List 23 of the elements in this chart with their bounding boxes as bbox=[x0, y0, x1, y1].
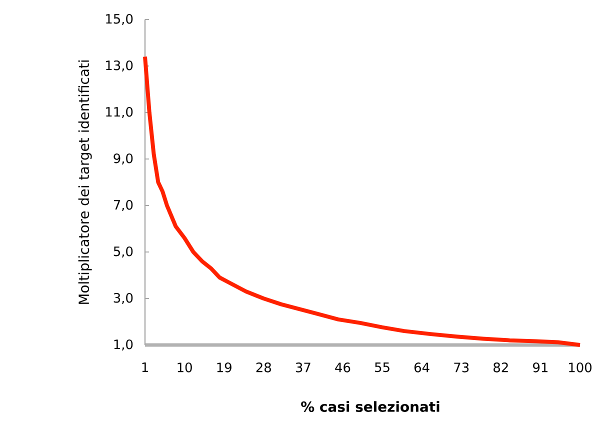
y-tick-label: 5,0 bbox=[114, 246, 133, 258]
line-series bbox=[143, 54, 582, 347]
y-tick-label: 9,0 bbox=[114, 153, 133, 165]
x-tick-label: 91 bbox=[533, 362, 548, 372]
x-tick-label: 55 bbox=[375, 362, 390, 372]
x-tick-label: 10 bbox=[178, 362, 192, 372]
x-tick-label: 73 bbox=[454, 362, 469, 372]
x-tick-label: 82 bbox=[494, 362, 508, 372]
y-axis-title: Moltiplicatore dei target identificati bbox=[78, 60, 92, 304]
x-tick-label: 46 bbox=[335, 362, 350, 372]
y-tick-label: 15,0 bbox=[106, 14, 133, 26]
y-tick-label: 7,0 bbox=[114, 200, 133, 212]
x-tick-label: 28 bbox=[256, 362, 271, 372]
x-axis-title: % casi selezionati bbox=[301, 401, 440, 412]
x-tick-label: 37 bbox=[296, 362, 310, 372]
x-tick-label: 64 bbox=[414, 362, 430, 372]
x-tick-label: 19 bbox=[217, 362, 232, 372]
y-tick-label: 13,0 bbox=[106, 60, 133, 72]
y-tick-label: 11,0 bbox=[106, 106, 133, 118]
y-tick-label: 1,0 bbox=[114, 339, 133, 351]
x-tick-label: 1 bbox=[142, 362, 148, 372]
y-tick-label: 3,0 bbox=[114, 292, 133, 304]
x-tick-label: 100 bbox=[569, 362, 592, 372]
